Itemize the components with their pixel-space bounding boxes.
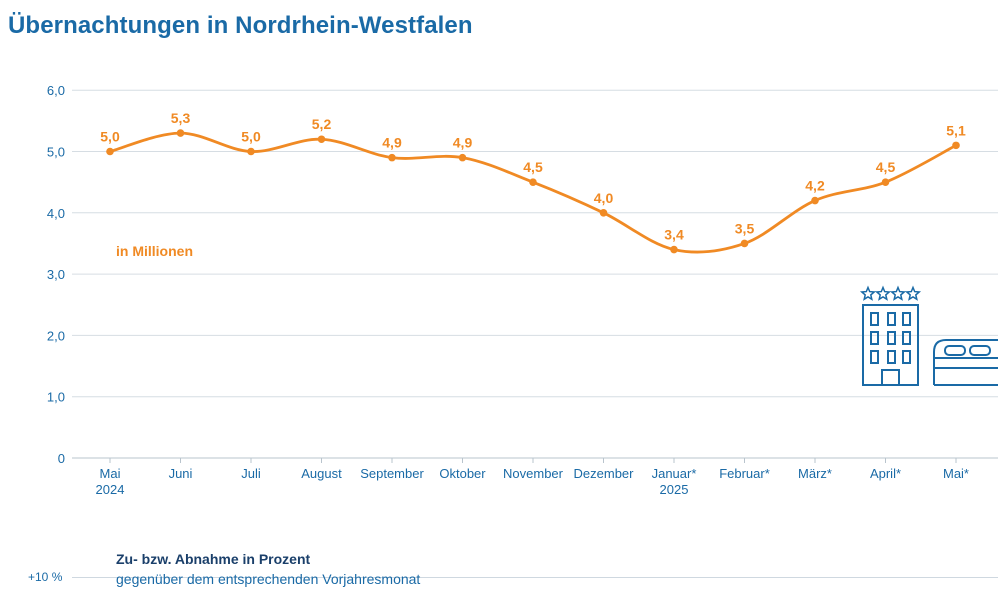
data-label: 4,2 — [805, 178, 825, 194]
data-point — [247, 147, 255, 156]
data-point — [529, 178, 537, 186]
data-point — [811, 196, 819, 205]
data-label: 5,1 — [946, 122, 966, 138]
x-tick-label: Mai — [100, 466, 121, 481]
star-icon — [904, 285, 922, 301]
data-label: 5,2 — [312, 116, 332, 132]
x-tick-label: März* — [798, 466, 832, 481]
data-point — [388, 153, 396, 162]
data-point — [740, 239, 749, 248]
bed-icon — [933, 339, 998, 386]
hotel-building-icon — [862, 304, 919, 386]
x-tick-label: Dezember — [574, 466, 635, 481]
y-tick-label: 2,0 — [47, 328, 65, 343]
x-tick-label: Juni — [169, 466, 193, 481]
star-icon — [889, 285, 907, 301]
star-icon — [874, 285, 892, 301]
y-tick-label: 6,0 — [47, 83, 65, 98]
x-tick-label: April* — [870, 466, 901, 481]
data-point — [881, 178, 890, 186]
data-point — [952, 141, 960, 150]
data-label: 5,0 — [100, 129, 120, 145]
y-tick-label: 3,0 — [47, 267, 65, 282]
data-label: 4,5 — [523, 159, 543, 175]
x-tick-label: August — [301, 466, 342, 481]
data-point — [106, 147, 114, 156]
data-label: 5,0 — [241, 129, 261, 145]
star-icon — [859, 285, 877, 301]
sub-chart-title: Zu- bzw. Abnahme in Prozent — [116, 551, 311, 567]
data-label: 5,3 — [171, 110, 191, 126]
star-icon-group — [859, 285, 922, 301]
data-points — [106, 129, 960, 254]
y-tick-label: 1,0 — [47, 390, 65, 405]
x-tick-label: Mai* — [943, 466, 969, 481]
x-tick-label: November — [503, 466, 564, 481]
data-point — [670, 245, 678, 254]
data-label: 4,5 — [876, 159, 896, 175]
data-label: 4,0 — [594, 190, 614, 206]
sub-chart-note: gegenüber dem entsprechenden Vorjahresmo… — [116, 571, 421, 587]
y-tick-label: 4,0 — [47, 206, 65, 221]
data-point — [176, 129, 185, 137]
x-tick-label: Februar* — [719, 466, 770, 481]
data-point — [599, 209, 608, 217]
grid-lines — [72, 89, 998, 459]
data-label: 3,4 — [664, 227, 684, 243]
x-tick-label: Oktober — [439, 466, 486, 481]
x-tick-label: Juli — [241, 466, 261, 481]
y-tick-label: 5,0 — [47, 145, 65, 160]
data-point — [317, 135, 326, 144]
data-labels: 5,0 5,3 5,0 5,2 4,9 4,9 4,5 4,0 3,4 3,5 4,2 4,5 5,1 — [100, 110, 966, 242]
x-tick-label: September — [360, 466, 424, 481]
chart-title: Übernachtungen in Nordrhein-Westfalen — [8, 12, 473, 39]
series-line — [109, 131, 957, 254]
x-tick-label: 2024 — [96, 482, 125, 497]
x-tick-label: Januar* — [652, 466, 697, 481]
unit-label: in Millionen — [116, 243, 193, 259]
y-axis-ticks: 0 1,0 2,0 3,0 4,0 5,0 6,0 — [47, 83, 65, 466]
data-label: 3,5 — [735, 220, 755, 236]
data-label: 4,9 — [453, 135, 473, 151]
x-tick-label: 2025 — [660, 482, 689, 497]
sub-axis-tick: +10 % — [28, 570, 63, 584]
data-point — [458, 153, 467, 162]
y-tick-label: 0 — [58, 451, 65, 466]
sub-axis-line — [72, 577, 998, 578]
data-label: 4,9 — [382, 135, 402, 151]
